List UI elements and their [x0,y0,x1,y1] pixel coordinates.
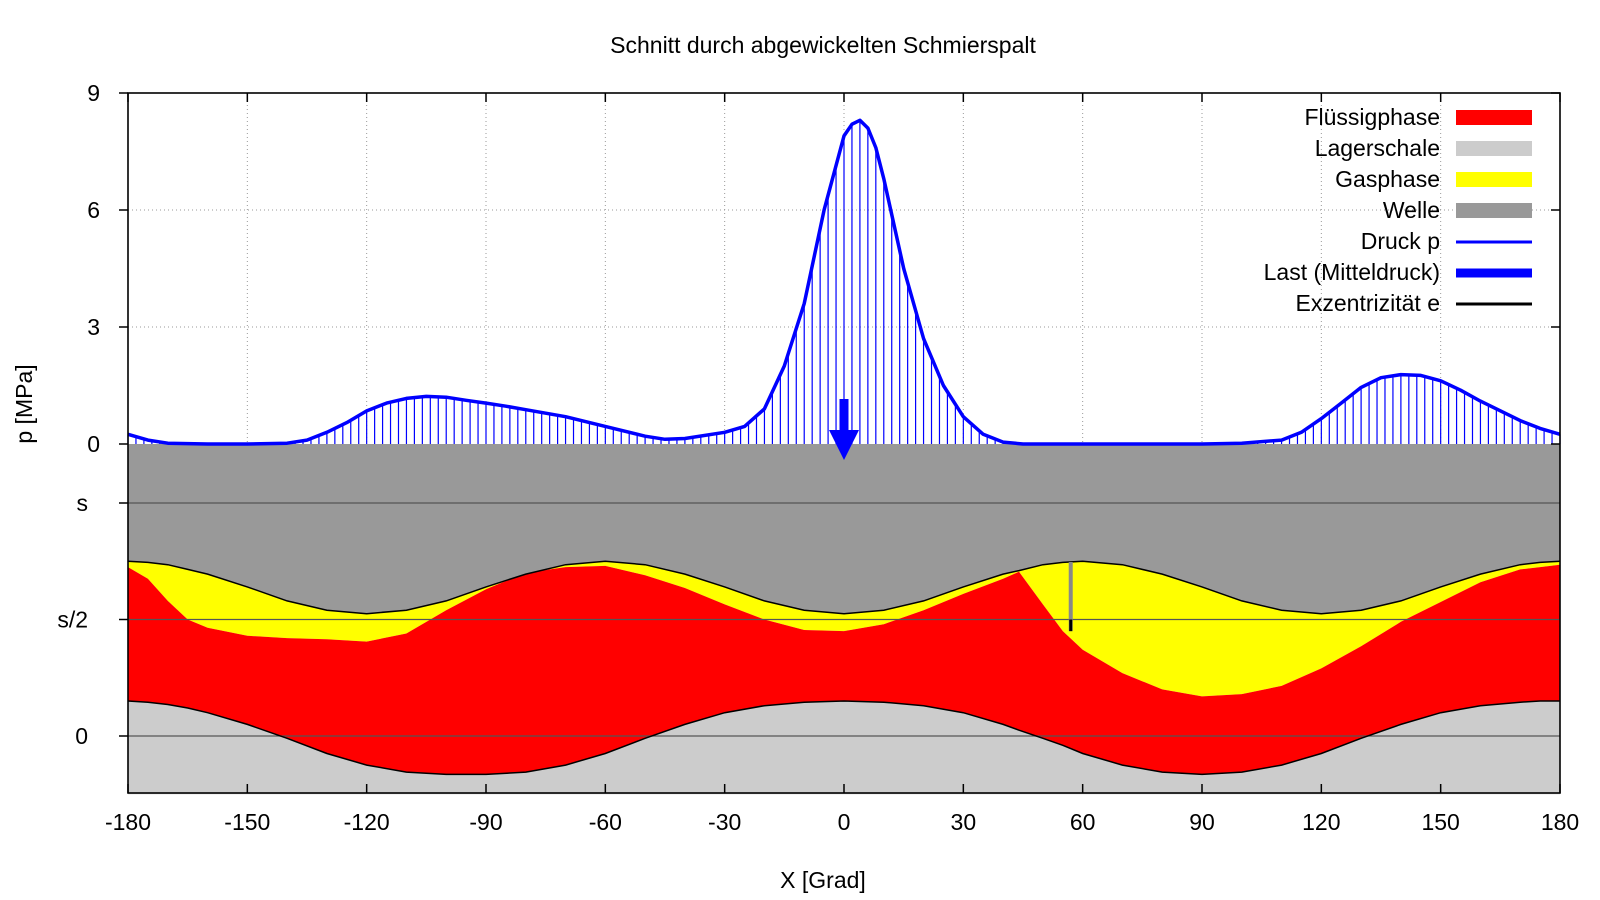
y-tick-label: 9 [87,80,100,106]
gap-tick-label: s [77,490,89,516]
druck-curve [127,118,1561,446]
y-tick-label: 0 [87,431,100,457]
x-tick-label: -180 [105,809,151,835]
legend-label: Last (Mitteldruck) [1264,259,1440,285]
y-tick-label: 6 [87,197,100,223]
lagerschale-area [128,701,1560,795]
x-tick-label: -60 [589,809,622,835]
gasphase-area [128,561,1560,697]
y-tick-label: 3 [87,314,100,340]
legend-swatch [1456,172,1532,187]
legend-swatch [1456,203,1532,218]
welle-contour [127,560,1561,615]
legend-swatch [1456,110,1532,125]
last-arrow-head [829,430,859,460]
legend-label: Lagerschale [1315,135,1440,161]
gap-tick-label: s/2 [57,607,88,633]
legend-label: Druck p [1361,228,1440,254]
druck-hatch [127,120,1561,444]
legend-label: Exzentrizität e [1296,290,1440,316]
plot-area: -180 -150 -120 -90 -60 -30 0 30 60 90 120 150 180036… [57,80,1579,835]
legend-label: Gasphase [1335,166,1440,192]
x-tick-label: 120 [1302,809,1340,835]
x-tick-label: 90 [1189,809,1215,835]
legend-swatch [1456,141,1532,156]
gap-tick-label: 0 [75,723,88,749]
legend-label: Welle [1383,197,1440,223]
chart-title: Schnitt durch abgewickelten Schmierspalt [610,32,1036,58]
lagerschale-contour [127,700,1560,776]
x-tick-label: 180 [1541,809,1579,835]
x-tick-label: 30 [951,809,977,835]
x-tick-label: -120 [344,809,390,835]
welle-area [128,444,1560,614]
y-axis: 0 3 6 9 0 s/2 s [57,80,1560,749]
x-tick-label: 150 [1421,809,1459,835]
x-tick-label: 0 [838,809,851,835]
x-axis: -180 -150 -120 -90 -60 -30 0 30 60 90 120 150 180 [105,93,1579,835]
x-tick-label: -90 [469,809,502,835]
legend-label: Flüssigphase [1304,104,1440,130]
y-axis-label: p [MPa] [11,364,37,443]
x-tick-label: 60 [1070,809,1096,835]
fluessigphase-area [128,564,1560,775]
x-axis-label: X [Grad] [780,867,866,893]
legend: Flüssigphase Lagerschale Gasphase Welle Druc… [1264,104,1532,316]
x-tick-label: -30 [708,809,741,835]
x-tick-label: -150 [224,809,270,835]
